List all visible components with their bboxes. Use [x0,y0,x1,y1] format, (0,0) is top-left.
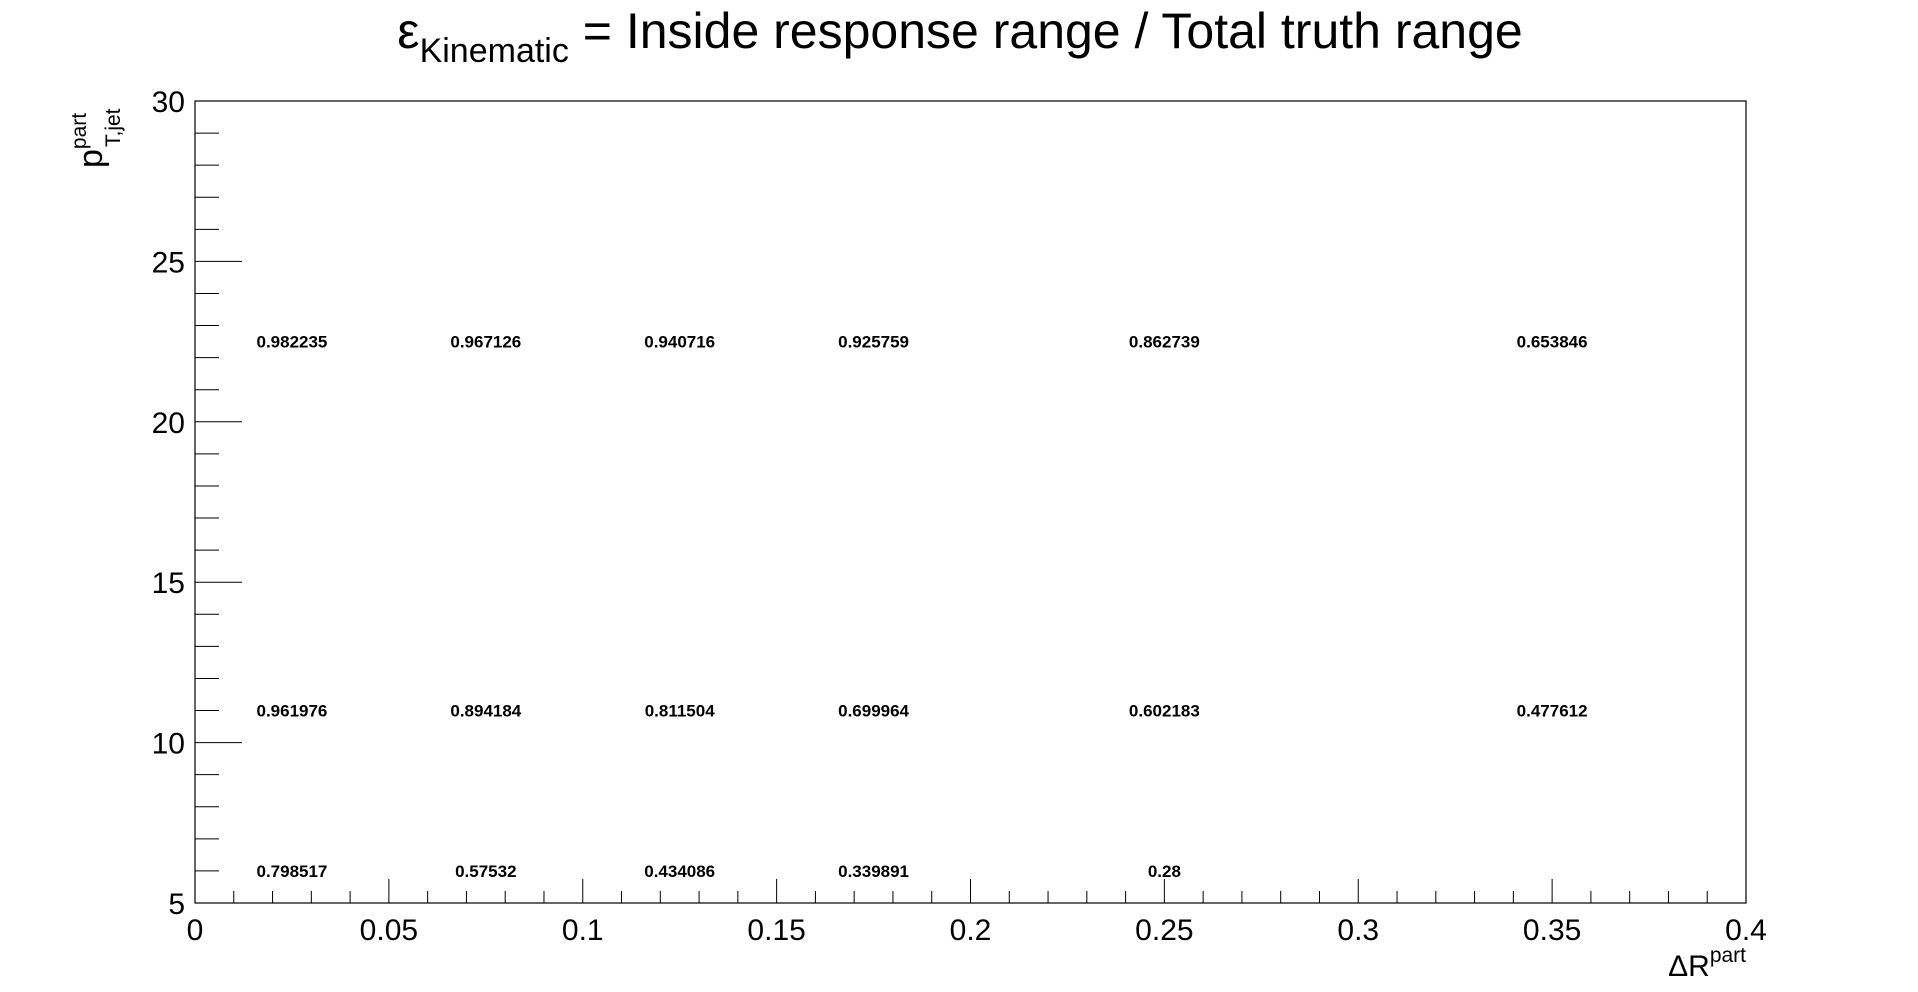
cell-value-label: 0.602183 [1129,702,1200,721]
x-tick-label: 0.35 [1523,914,1581,947]
y-tick-label: 10 [152,728,185,761]
y-axis-title: ppart T,jet [68,108,125,168]
cell-value-label: 0.961976 [256,702,327,721]
x-axis-ticks [194,879,1747,903]
title-text: = Inside response range / Total truth ra… [569,3,1523,59]
title-symbol: ε [397,3,419,59]
cell-value-label: 0.434086 [644,862,715,881]
title-subscript: Kinematic [420,32,569,70]
cell-value-label: 0.982235 [256,333,327,352]
y-tick-label: 15 [152,567,185,600]
chart-title: εKinematic = Inside response range / Tot… [397,3,1522,70]
x-axis-title-sup: part [1710,944,1746,967]
cell-value-label: 0.28 [1148,862,1181,881]
y-axis-title-sup: part [68,113,91,149]
x-tick-label: 0 [187,914,204,947]
cell-value-label: 0.894184 [450,702,521,721]
x-tick-label: 0.05 [360,914,418,947]
x-axis-title-base: ΔR [1668,950,1710,983]
cell-value-label: 0.862739 [1129,333,1200,352]
cell-value-label: 0.967126 [450,333,521,352]
y-axis-tick-labels: 5 10 15 20 25 30 [152,86,185,921]
y-tick-label: 20 [152,407,185,440]
cell-value-label: 0.940716 [644,333,715,352]
y-axis-title-sub: T,jet [102,108,125,147]
cell-value-label: 0.798517 [256,862,327,881]
cell-values: 0.982235 0.967126 0.940716 0.925759 0.862739… [256,333,1587,881]
y-axis-title-base: p [72,149,110,168]
cell-value-label: 0.653846 [1517,333,1588,352]
cell-value-label: 0.57532 [455,862,516,881]
x-tick-label: 0.2 [950,914,992,947]
x-axis-tick-labels: 0 0.05 0.1 0.15 0.2 0.25 0.3 0.35 0.4 [187,914,1767,947]
x-tick-label: 0.15 [747,914,805,947]
x-tick-label: 0.1 [562,914,604,947]
svg-text:ppart: ppart [68,113,110,168]
cell-value-label: 0.699964 [838,702,909,721]
x-tick-label: 0.25 [1135,914,1193,947]
cell-value-label: 0.925759 [838,333,909,352]
plot-frame [194,100,1747,904]
cell-value-label: 0.477612 [1517,702,1588,721]
y-tick-label: 30 [152,86,185,119]
y-tick-label: 25 [152,246,185,279]
x-tick-label: 0.3 [1337,914,1379,947]
x-axis-title: ΔRpart [1668,944,1746,983]
y-tick-label: 5 [168,888,185,921]
cell-value-label: 0.339891 [838,862,909,881]
x-tick-label: 0.4 [1725,914,1767,947]
y-axis-ticks [195,100,242,904]
cell-value-label: 0.811504 [645,702,716,721]
